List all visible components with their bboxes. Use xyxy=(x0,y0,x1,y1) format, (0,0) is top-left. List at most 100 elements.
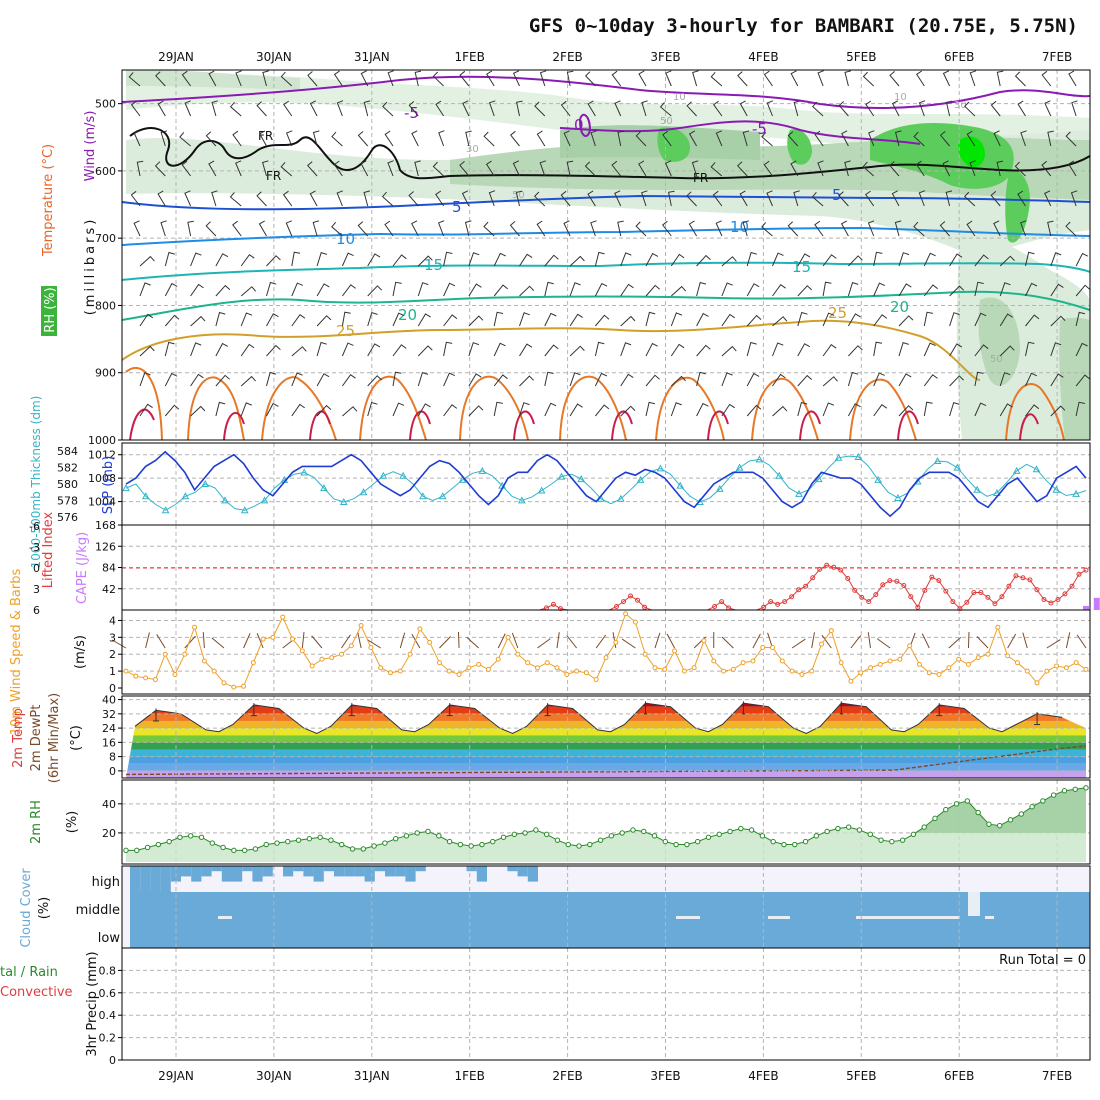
wind-speed-points xyxy=(123,611,1089,690)
lifted-index-point xyxy=(628,593,634,599)
wind-speed-point xyxy=(299,648,305,654)
surface-wind-barb xyxy=(184,635,196,649)
temperature-band xyxy=(126,763,1086,771)
precip-frame xyxy=(121,947,1091,1061)
wind-barb xyxy=(990,100,1001,117)
wind-barb xyxy=(519,375,534,387)
axis-tick-label: 84 xyxy=(102,562,116,575)
wind-barb xyxy=(136,160,144,177)
wind-barb xyxy=(309,100,318,117)
wind-barb xyxy=(996,70,1004,87)
thickness-point xyxy=(656,464,665,472)
wind-barb xyxy=(584,71,596,87)
wind-barb xyxy=(1065,221,1077,237)
rh2m-point xyxy=(263,841,269,848)
wind-barb xyxy=(696,402,709,417)
rh2m-point xyxy=(845,824,852,830)
wind10m-panel: 0 1 2 3 4 10m Wind Speed & Barbs (m/s) xyxy=(9,569,1091,735)
wind-barb xyxy=(316,373,330,387)
millibars-axis-label: (millibars) xyxy=(83,217,98,316)
wind-barb xyxy=(913,221,925,237)
wind-speed-point xyxy=(123,668,129,674)
wind-barb xyxy=(999,403,1013,417)
lifted-index-point xyxy=(873,592,879,598)
svg-text:30: 30 xyxy=(954,100,967,111)
rh2m-point xyxy=(123,847,129,854)
rh2m-frame xyxy=(121,779,1091,865)
wind-speed-point xyxy=(1014,660,1020,666)
wind-speed-point xyxy=(623,611,629,617)
lifted-index-point xyxy=(621,599,627,605)
wind-speed-point xyxy=(926,670,932,676)
wind-barb xyxy=(638,160,647,177)
cloud-high-bar xyxy=(242,866,253,872)
wind-speed-point xyxy=(583,670,589,676)
wind-barb xyxy=(1041,70,1052,87)
rh2m-point xyxy=(813,833,820,839)
wind-barb xyxy=(392,312,405,327)
wind-barb xyxy=(384,220,394,237)
wind-barb xyxy=(461,190,470,207)
lifted-index-point xyxy=(1041,597,1047,602)
lifted-index-point xyxy=(761,604,767,610)
wind-barb xyxy=(1025,404,1040,417)
thickness-point xyxy=(537,486,546,494)
wind-barb xyxy=(659,102,672,117)
wind-speed-point xyxy=(701,638,707,644)
wind-barb xyxy=(205,131,217,147)
wind-barb xyxy=(974,402,987,417)
surface-wind-barb xyxy=(357,632,362,649)
wind-barb xyxy=(544,402,557,417)
wind-barb xyxy=(569,345,585,357)
lifted-index-axis-label: Lifted Index xyxy=(41,511,56,588)
temp2m-units: (°C) xyxy=(69,725,84,751)
wind-barb xyxy=(331,131,343,147)
wind-barb xyxy=(838,101,849,117)
cloud-high-bar xyxy=(517,866,528,877)
thickness-point xyxy=(894,493,902,501)
wind-speed-point xyxy=(1063,665,1069,671)
wind-speed-point xyxy=(554,665,560,671)
wind-barb xyxy=(898,341,909,357)
wind-barb xyxy=(215,374,230,387)
wind-speed-point xyxy=(211,668,217,674)
thickness-point xyxy=(201,479,210,487)
rh2m-point xyxy=(878,837,884,843)
temperature-band xyxy=(126,770,1086,778)
wind-barb xyxy=(392,281,402,297)
thickness-point xyxy=(676,481,685,489)
wind-barb xyxy=(1050,373,1064,387)
date-label-top: 29JAN xyxy=(158,50,194,64)
wind-barb xyxy=(468,405,484,417)
wind-barb xyxy=(993,220,1001,237)
rh2m-point xyxy=(317,834,323,840)
wind-barb xyxy=(739,100,748,117)
cloud-axis-label: Cloud Cover xyxy=(19,868,34,948)
wind-barb xyxy=(898,283,912,297)
rh2m-point xyxy=(619,830,625,836)
wind-barb xyxy=(190,252,202,267)
wind-speed-point xyxy=(838,660,844,666)
wind-barb xyxy=(772,342,784,357)
wind-barb xyxy=(387,160,394,177)
wind-barb xyxy=(873,251,883,267)
axis-tick-label: 0.2 xyxy=(99,1032,117,1045)
wind-barb xyxy=(285,220,293,237)
lifted-index-point xyxy=(999,594,1005,600)
wind-barb xyxy=(867,220,875,237)
wind-barb xyxy=(387,70,394,87)
rh2m-point xyxy=(694,838,701,845)
thickness-point xyxy=(577,475,586,483)
wind-barb xyxy=(468,283,482,297)
wind-barb xyxy=(341,374,356,387)
cloud-high-bar xyxy=(313,866,324,882)
wind-barb xyxy=(772,284,786,297)
rh2m-point xyxy=(792,841,798,848)
wind-barb xyxy=(1025,314,1040,327)
surface-wind-barb xyxy=(612,632,617,649)
temperature-band xyxy=(126,742,1086,750)
wind-speed-point xyxy=(319,656,325,662)
wind-barb xyxy=(1075,342,1088,357)
wind-speed-point xyxy=(1005,653,1011,659)
rh2m-point xyxy=(403,833,410,839)
